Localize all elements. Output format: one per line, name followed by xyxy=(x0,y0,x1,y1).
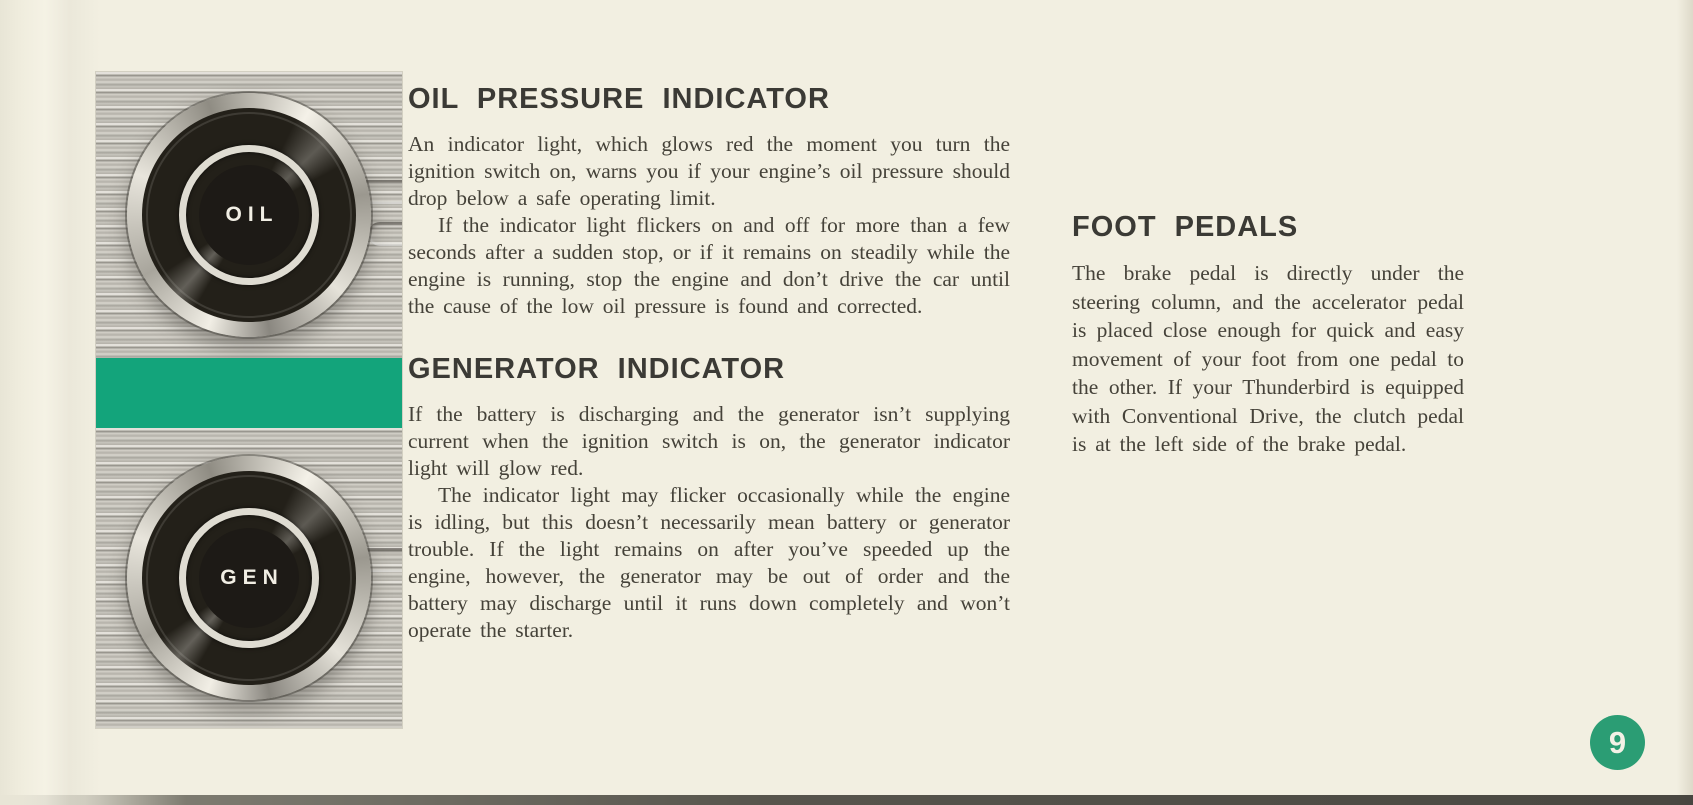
gen-gauge-label: GEN xyxy=(220,566,284,589)
generator-heading: GENERATOR INDICATOR xyxy=(408,353,786,385)
page-left-edge-shading xyxy=(0,0,100,805)
oil-indicator-gauge: OIL xyxy=(127,93,371,337)
scan-bottom-edge xyxy=(0,795,1693,805)
oil-paragraph-1: An indicator light, which glows red the … xyxy=(408,132,1010,210)
dashboard-gauges-photo: OIL GEN xyxy=(96,72,402,728)
oil-gauge-photo: OIL xyxy=(96,72,402,358)
main-text-column: OIL PRESSURE INDICATOR An indicator ligh… xyxy=(408,84,1010,644)
gen-gauge-photo: GEN xyxy=(96,428,402,728)
gauge-center-disc: GEN xyxy=(199,528,299,628)
oil-paragraph-2: If the indicator light flickers on and o… xyxy=(408,213,1010,318)
page-number: 9 xyxy=(1608,724,1627,760)
foot-pedals-heading: FOOT PEDALS xyxy=(1072,211,1299,243)
oil-gauge-label: OIL xyxy=(225,203,279,226)
green-divider-bar xyxy=(96,358,402,428)
foot-pedals-paragraph: The brake pedal is directly under the st… xyxy=(1072,261,1464,456)
gauge-chrome-ring xyxy=(179,145,319,285)
generator-paragraph-2: The indicator light may flicker occasion… xyxy=(408,483,1010,642)
page-number-badge: 9 xyxy=(1590,715,1645,770)
generator-paragraph-1: If the battery is discharging and the ge… xyxy=(408,402,1010,480)
gauge-chrome-ring xyxy=(179,508,319,648)
page-right-edge-shading xyxy=(1677,0,1693,805)
generator-indicator-gauge: GEN xyxy=(127,456,371,700)
dash-trim-slot xyxy=(368,222,402,246)
side-text-column: FOOT PEDALS The brake pedal is directly … xyxy=(1072,212,1464,459)
oil-pressure-heading: OIL PRESSURE INDICATOR xyxy=(408,83,830,115)
gauge-center-disc: OIL xyxy=(199,165,299,265)
